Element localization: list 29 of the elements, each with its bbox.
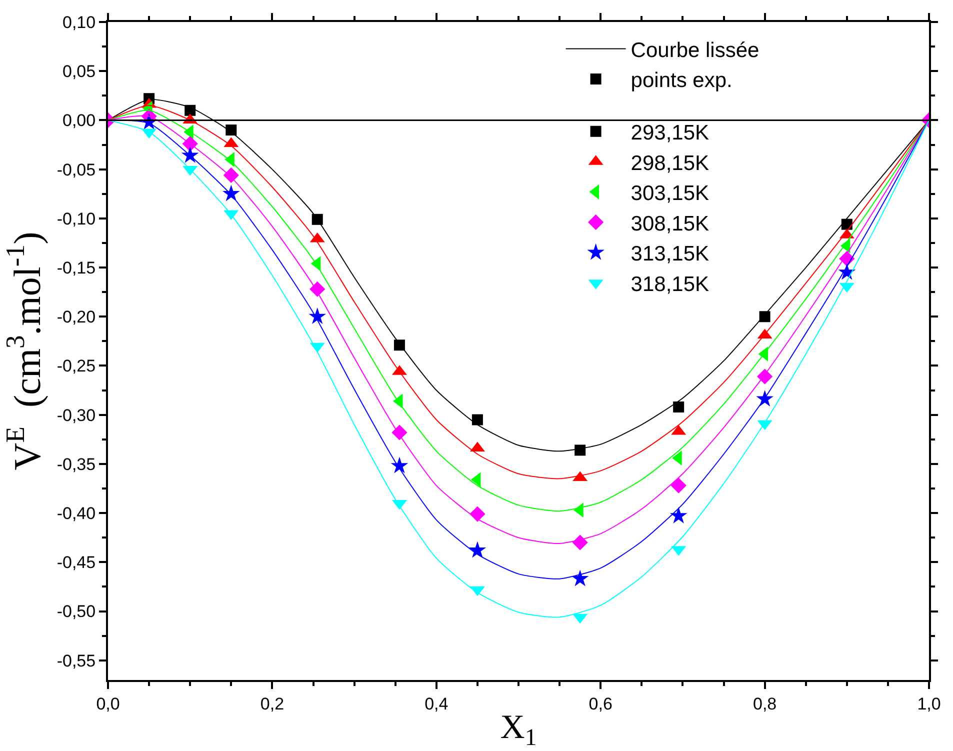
y-tick-label: -0,25 bbox=[56, 356, 96, 376]
y-tick-label: -0,40 bbox=[56, 504, 96, 523]
y-tick-label: -0,10 bbox=[56, 209, 96, 228]
y-tick-label: -0,05 bbox=[56, 160, 96, 180]
y-tick-label: -0,15 bbox=[56, 258, 96, 278]
x-tick-label: 0,0 bbox=[96, 694, 120, 714]
y-tick-label: -0,20 bbox=[56, 308, 96, 327]
legend-label: 308,15K bbox=[630, 212, 710, 236]
legend-label: points exp. bbox=[630, 69, 732, 92]
x-tick-label: 0,6 bbox=[588, 694, 612, 714]
legend-label: 293,15K bbox=[630, 122, 710, 145]
legend-label: 298,15K bbox=[630, 152, 710, 175]
x-tick-label: 1,0 bbox=[917, 694, 941, 714]
x-tick-label: 0,4 bbox=[424, 694, 448, 714]
legend-label: 318,15K bbox=[630, 273, 710, 296]
legend-label: 313,15K bbox=[630, 242, 710, 266]
y-tick-label: -0,30 bbox=[56, 406, 96, 425]
y-tick-label: 0,05 bbox=[62, 62, 96, 82]
x-tick-label: 0,8 bbox=[752, 694, 777, 714]
x-tick-label: 0,2 bbox=[260, 694, 284, 714]
y-tick-label: -0,35 bbox=[56, 454, 96, 474]
y-tick-label: 0,00 bbox=[62, 111, 96, 130]
legend-label: Courbe lissée bbox=[630, 38, 760, 62]
y-tick-label: -0,50 bbox=[56, 602, 96, 622]
legend-label: 303,15K bbox=[630, 182, 710, 206]
y-tick-label: -0,55 bbox=[56, 651, 96, 670]
y-tick-label: 0,10 bbox=[62, 12, 96, 32]
x-axis-title: X$_{1}$ bbox=[500, 708, 537, 751]
y-tick-label: -0,45 bbox=[56, 553, 96, 572]
